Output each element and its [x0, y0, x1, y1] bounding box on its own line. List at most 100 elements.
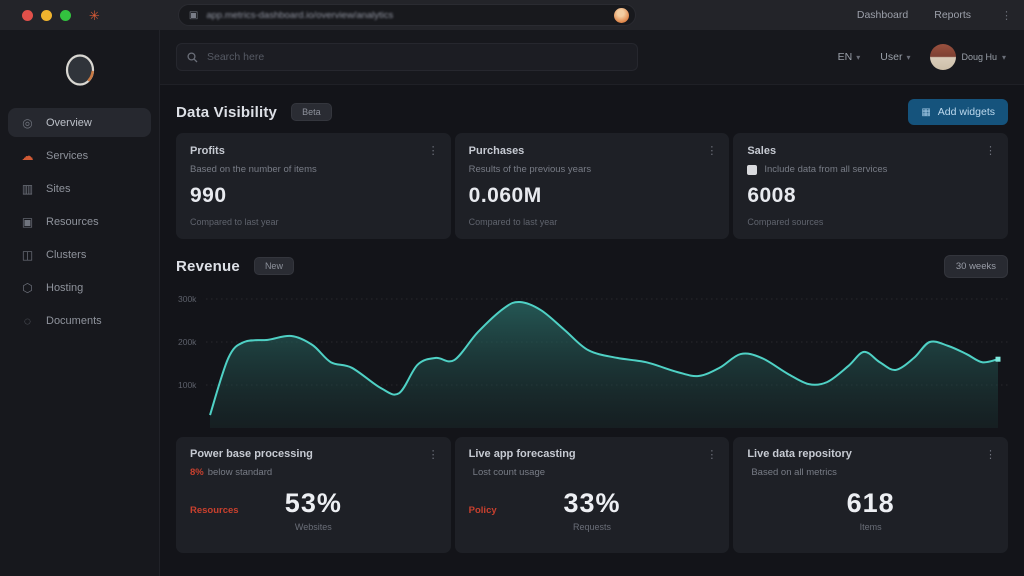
card-menu-icon[interactable]: ⋮	[984, 449, 996, 461]
sidebar-item-resources[interactable]: ▣ Resources	[8, 207, 151, 236]
metric-value: 618	[846, 488, 895, 518]
hosting-icon: ⬡	[22, 280, 33, 295]
sidebar-item-label: Services	[46, 149, 89, 162]
search-bar[interactable]	[176, 43, 638, 71]
stat-card-purchases: Purchases ⋮ Results of the previous year…	[454, 133, 730, 239]
card-subtitle: Results of the previous years	[468, 164, 592, 175]
sites-icon: ▥	[21, 181, 34, 196]
chart-line	[209, 300, 999, 416]
minimize-window-button[interactable]	[41, 9, 52, 21]
include-data-checkbox[interactable]	[747, 164, 758, 175]
card-title: Profits	[190, 145, 225, 157]
card-subtitle: Based on the number of items	[190, 164, 317, 175]
clusters-icon: ◫	[21, 247, 34, 262]
window-controls	[22, 9, 71, 21]
stat-card-sales: Sales ⋮ Include data from all services 6…	[733, 133, 1008, 239]
extension-icon[interactable]: ✳	[89, 7, 100, 23]
resources-icon: ▣	[21, 214, 34, 229]
sidebar: ◎ Overview ☁ Services ▥ Sites ▣ Resource…	[0, 30, 160, 576]
chart-area-fill	[210, 301, 998, 428]
language-selector[interactable]: EN ▾	[837, 51, 861, 63]
card-menu-icon[interactable]: ⋮	[427, 449, 439, 461]
main-content: Data Visibility Beta ▦ Add widgets Profi…	[160, 85, 1024, 576]
url-text: app.metrics-dashboard.io/overview/analyt…	[206, 9, 394, 21]
sidebar-item-documents[interactable]: ◌ Documents	[8, 306, 151, 335]
card-menu-icon[interactable]: ⋮	[706, 449, 718, 461]
sidebar-item-label: Overview	[46, 116, 92, 129]
card-menu-icon[interactable]: ⋮	[427, 145, 439, 157]
close-window-button[interactable]	[22, 9, 33, 21]
metric-card-processing: Power base processing ⋮ 8% below standard…	[176, 437, 451, 553]
metric-caption: Websites	[294, 522, 332, 532]
chevron-down-icon: ▾	[1001, 52, 1006, 62]
stat-card-profits: Profits ⋮ Based on the number of items 9…	[176, 133, 451, 239]
avatar	[930, 44, 957, 70]
status-badge: Beta	[291, 103, 332, 121]
sidebar-item-services[interactable]: ☁ Services	[8, 141, 151, 170]
sidebar-item-overview[interactable]: ◎ Overview	[8, 108, 151, 137]
revenue-section-title: Revenue	[176, 257, 240, 275]
revenue-chart-area: 300k 200k 100k	[176, 285, 1008, 433]
card-footer: Compared to last year	[190, 217, 279, 227]
chart-endpoint-marker	[995, 356, 1001, 362]
account-menu[interactable]: Doug Hu ▾	[930, 44, 1006, 70]
sidebar-item-label: Resources	[46, 215, 99, 228]
browser-menu-icon[interactable]: ⋮	[1001, 9, 1012, 22]
revenue-badge: New	[253, 257, 294, 275]
card-title: Power base processing	[190, 448, 313, 460]
alert-label: Policy	[468, 504, 497, 516]
user-menu[interactable]: User ▾	[880, 51, 911, 63]
chrome-link-dashboard[interactable]: Dashboard	[856, 9, 909, 21]
chrome-link-reports[interactable]: Reports	[934, 9, 971, 21]
metric-value: 53%	[284, 488, 342, 518]
card-footer: Compared to last year	[468, 217, 558, 227]
time-range-button[interactable]: 30 weeks	[943, 254, 1008, 278]
sidebar-item-label: Documents	[46, 314, 102, 327]
sidebar-nav: ◎ Overview ☁ Services ▥ Sites ▣ Resource…	[0, 108, 159, 335]
sidebar-item-label: Hosting	[46, 281, 84, 294]
metric-card-forecasting: Live app forecasting ⋮ Lost count usage …	[454, 437, 730, 553]
card-title: Purchases	[468, 145, 525, 157]
subtitle-text: Lost count usage	[472, 467, 546, 478]
alert-label: Resources	[190, 504, 239, 516]
subtitle-text: 8% below standard	[190, 467, 273, 478]
chevron-down-icon: ▾	[906, 52, 911, 62]
site-security-icon: ▣	[188, 9, 199, 21]
browser-titlebar: ✳ ▣ app.metrics-dashboard.io/overview/an…	[0, 0, 1024, 30]
address-bar[interactable]: ▣ app.metrics-dashboard.io/overview/anal…	[177, 4, 636, 26]
card-title: Sales	[747, 145, 777, 157]
documents-icon: ◌	[23, 313, 32, 328]
card-value: 990	[190, 184, 227, 207]
y-axis-tick: 300k	[178, 294, 197, 304]
overview-icon: ◎	[22, 115, 33, 130]
sidebar-item-label: Sites	[46, 182, 71, 195]
stat-cards-row: Profits ⋮ Based on the number of items 9…	[176, 133, 1008, 239]
y-axis-tick: 200k	[178, 337, 197, 347]
card-menu-icon[interactable]: ⋮	[984, 145, 996, 157]
widget-icon: ▦	[921, 106, 931, 118]
chevron-down-icon: ▾	[856, 52, 861, 62]
card-menu-icon[interactable]: ⋮	[706, 145, 718, 157]
add-widgets-button[interactable]: ▦ Add widgets	[908, 99, 1008, 125]
search-input[interactable]	[207, 51, 627, 63]
maximize-window-button[interactable]	[60, 9, 71, 21]
sidebar-item-sites[interactable]: ▥ Sites	[8, 174, 151, 203]
card-title: Live app forecasting	[468, 448, 576, 460]
metric-caption: Requests	[572, 522, 611, 532]
card-title: Live data repository	[747, 448, 852, 460]
sidebar-item-hosting[interactable]: ⬡ Hosting	[8, 273, 151, 302]
card-footer: Compared sources	[747, 217, 824, 227]
metric-cards-row: Power base processing ⋮ 8% below standard…	[176, 437, 1008, 553]
metric-caption: Items	[859, 522, 882, 532]
y-axis-tick: 100k	[178, 380, 197, 390]
card-value: 0.060M	[468, 184, 542, 207]
app-logo	[65, 54, 94, 86]
topbar: EN ▾ User ▾ Doug Hu ▾	[160, 30, 1024, 85]
subtitle-text: Based on all metrics	[751, 467, 837, 478]
metric-card-repository: Live data repository ⋮ Based on all metr…	[733, 437, 1008, 553]
search-icon	[187, 51, 198, 63]
sidebar-item-clusters[interactable]: ◫ Clusters	[8, 240, 151, 269]
user-name: Doug Hu	[961, 51, 997, 62]
profile-avatar-icon[interactable]	[613, 7, 629, 23]
metric-value: 33%	[563, 488, 621, 518]
